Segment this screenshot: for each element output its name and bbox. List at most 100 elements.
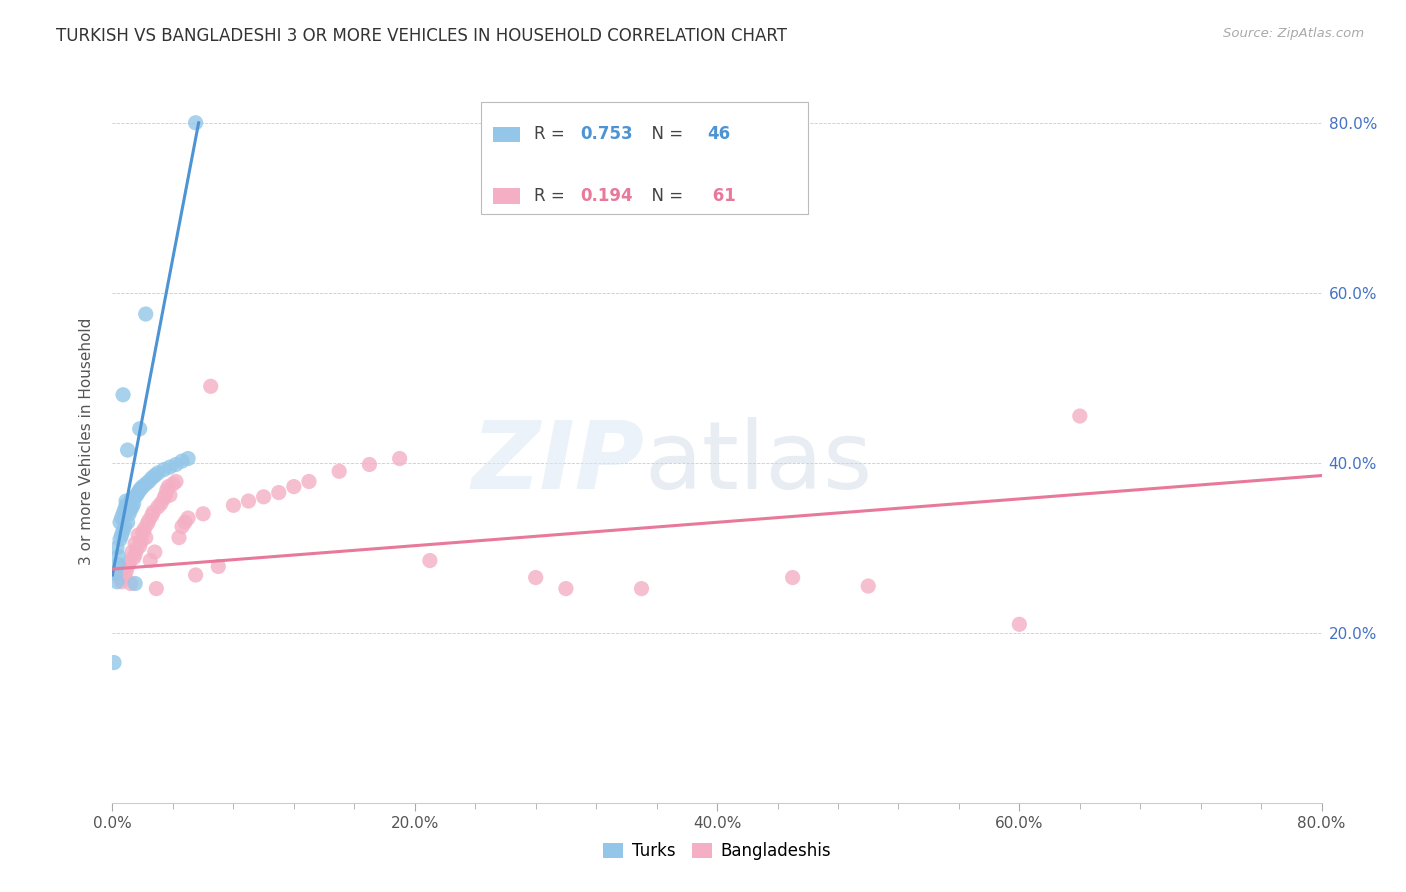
Point: [105, 574, 128, 589]
Point: [554, 582, 576, 596]
Point: [124, 536, 146, 550]
Point: [120, 494, 142, 508]
Point: [207, 559, 229, 574]
Point: [157, 480, 180, 494]
Point: [184, 116, 207, 130]
Point: [121, 500, 143, 514]
Point: [153, 462, 176, 476]
Point: [139, 553, 162, 567]
Point: [135, 307, 157, 321]
Point: [112, 388, 135, 402]
Point: [630, 582, 652, 596]
Point: [359, 458, 381, 472]
Point: [117, 498, 139, 512]
FancyBboxPatch shape: [494, 127, 520, 143]
Point: [128, 483, 150, 497]
Point: [222, 498, 245, 512]
Point: [103, 656, 125, 670]
Point: [107, 558, 129, 572]
Point: [127, 528, 149, 542]
Point: [162, 477, 184, 491]
Point: [136, 516, 159, 531]
Text: R =: R =: [534, 126, 571, 144]
Point: [159, 488, 181, 502]
Point: [128, 539, 150, 553]
Point: [524, 570, 547, 584]
Point: [121, 491, 143, 506]
Point: [141, 471, 163, 485]
Point: [156, 483, 179, 497]
Point: [114, 568, 136, 582]
Point: [143, 468, 166, 483]
Point: [170, 454, 193, 468]
Point: [174, 516, 197, 530]
Point: [124, 576, 146, 591]
Point: [118, 507, 141, 521]
Point: [141, 508, 163, 523]
Point: [117, 516, 139, 530]
Point: [110, 511, 132, 525]
Point: [128, 422, 150, 436]
Point: [200, 379, 222, 393]
Point: [124, 548, 146, 562]
Point: [104, 566, 127, 581]
Point: [108, 533, 131, 547]
Point: [177, 451, 200, 466]
Point: [138, 475, 160, 489]
Text: 46: 46: [707, 126, 731, 144]
Point: [145, 582, 167, 596]
Point: [153, 491, 176, 506]
Point: [105, 541, 128, 555]
Point: [129, 533, 152, 548]
FancyBboxPatch shape: [481, 102, 807, 214]
Text: 61: 61: [707, 187, 737, 205]
Point: [117, 559, 139, 574]
Point: [419, 553, 441, 567]
Point: [170, 519, 193, 533]
Point: [112, 562, 135, 576]
Text: TURKISH VS BANGLADESHI 3 OR MORE VEHICLES IN HOUSEHOLD CORRELATION CHART: TURKISH VS BANGLADESHI 3 OR MORE VEHICLE…: [56, 27, 787, 45]
Point: [283, 480, 305, 494]
Point: [115, 565, 138, 579]
Point: [138, 514, 160, 528]
Point: [165, 458, 187, 472]
Point: [856, 579, 880, 593]
Point: [328, 464, 350, 478]
Point: [112, 524, 135, 538]
Text: R =: R =: [534, 187, 571, 205]
Point: [143, 545, 166, 559]
Point: [108, 516, 131, 530]
Text: Source: ZipAtlas.com: Source: ZipAtlas.com: [1223, 27, 1364, 40]
Point: [1008, 617, 1031, 632]
Point: [107, 549, 129, 564]
Point: [120, 502, 142, 516]
Point: [146, 466, 169, 480]
Point: [146, 500, 169, 514]
Point: [149, 497, 172, 511]
Point: [121, 545, 143, 559]
Legend: Turks, Bangladeshis: Turks, Bangladeshis: [596, 836, 838, 867]
Point: [134, 522, 156, 536]
Point: [267, 485, 290, 500]
Point: [253, 490, 276, 504]
Point: [159, 460, 181, 475]
Point: [142, 505, 165, 519]
Point: [165, 475, 187, 489]
Point: [124, 490, 146, 504]
Point: [125, 488, 148, 502]
Text: ZIP: ZIP: [471, 417, 644, 509]
Text: N =: N =: [641, 187, 689, 205]
Point: [122, 551, 145, 566]
Point: [105, 566, 128, 581]
Point: [112, 507, 135, 521]
Text: N =: N =: [641, 126, 689, 144]
Point: [118, 556, 141, 570]
Point: [110, 528, 132, 542]
Point: [125, 542, 148, 557]
Point: [167, 531, 190, 545]
Point: [132, 525, 155, 540]
Point: [117, 443, 139, 458]
Point: [184, 568, 207, 582]
Point: [782, 570, 804, 584]
Point: [114, 519, 136, 533]
